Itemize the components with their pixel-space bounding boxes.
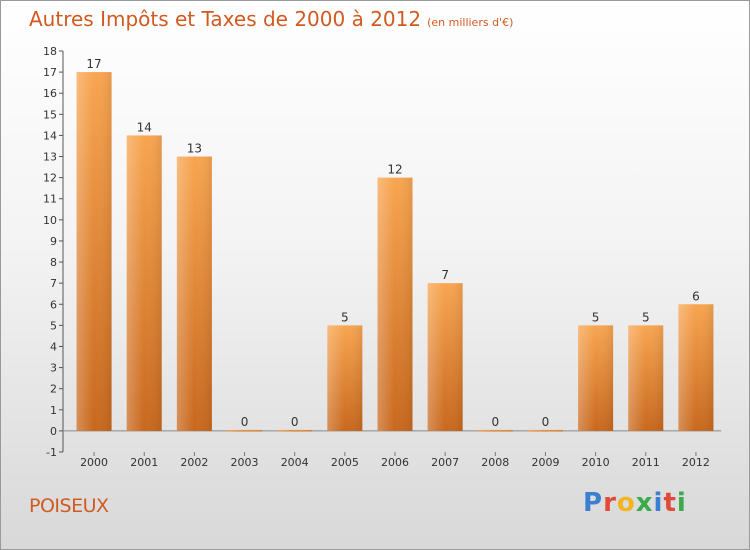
proxiti-logo[interactable]: Proxiti (583, 488, 687, 518)
y-tick-label: 13 (43, 151, 57, 164)
x-tick-label: 2002 (180, 456, 208, 469)
bar-shade (76, 72, 112, 431)
x-tick-label: 2011 (632, 456, 660, 469)
x-tick-label: 2001 (130, 456, 158, 469)
data-label: 5 (592, 310, 600, 324)
y-tick-label: 18 (43, 45, 57, 58)
data-label: 14 (137, 120, 152, 134)
bar-shade (678, 304, 714, 431)
bar-shade (477, 429, 513, 432)
data-label: 17 (86, 57, 101, 71)
y-tick-label: 11 (43, 193, 57, 206)
bar-shade (126, 135, 162, 431)
x-tick-label: 2012 (682, 456, 710, 469)
y-tick-label: 17 (43, 66, 57, 79)
data-label: 12 (387, 163, 402, 177)
bar-shade (176, 156, 212, 431)
bar-shade (578, 325, 614, 431)
y-tick-label: 6 (50, 298, 57, 311)
data-label: 6 (692, 289, 700, 303)
bar-shade (377, 177, 413, 431)
data-label: 0 (241, 415, 249, 429)
x-tick-label: 2009 (531, 456, 559, 469)
y-tick-label: 0 (50, 425, 57, 438)
y-tick-label: -1 (46, 446, 57, 459)
x-tick-label: 2010 (582, 456, 610, 469)
x-tick-label: 2000 (80, 456, 108, 469)
y-tick-label: 5 (50, 319, 57, 332)
y-tick-label: 1 (50, 404, 57, 417)
data-label: 0 (491, 415, 499, 429)
data-label: 13 (187, 142, 202, 156)
bar-shade (227, 429, 263, 432)
place-name: POISEUX (29, 495, 109, 517)
bar-shade (327, 325, 363, 431)
bar-shade (628, 325, 664, 431)
bar-shade (277, 429, 313, 432)
x-tick-label: 2004 (281, 456, 309, 469)
bar-shade (427, 283, 463, 431)
x-tick-label: 2008 (481, 456, 509, 469)
y-tick-label: 16 (43, 87, 57, 100)
x-tick-label: 2003 (231, 456, 259, 469)
y-tick-label: 14 (43, 129, 57, 142)
y-tick-label: 15 (43, 108, 57, 121)
chart-subtitle: (en milliers d'€) (427, 16, 514, 29)
y-tick-label: 9 (50, 235, 57, 248)
data-label: 7 (441, 268, 449, 282)
data-label: 5 (341, 310, 349, 324)
chart-title-text: Autres Impôts et Taxes de 2000 à 2012 (29, 7, 422, 31)
y-tick-label: 12 (43, 172, 57, 185)
data-label: 0 (542, 415, 550, 429)
data-label: 0 (291, 415, 299, 429)
y-tick-label: 4 (50, 340, 57, 353)
chart-title: Autres Impôts et Taxes de 2000 à 2012 (en… (29, 7, 513, 31)
bar-shade (527, 429, 563, 432)
y-tick-label: 10 (43, 214, 57, 227)
x-tick-label: 2007 (431, 456, 459, 469)
x-tick-label: 2005 (331, 456, 359, 469)
y-tick-label: 7 (50, 277, 57, 290)
data-label: 5 (642, 310, 650, 324)
y-tick-label: 2 (50, 383, 57, 396)
x-tick-label: 2006 (381, 456, 409, 469)
y-tick-label: 3 (50, 362, 57, 375)
y-tick-label: 8 (50, 256, 57, 269)
